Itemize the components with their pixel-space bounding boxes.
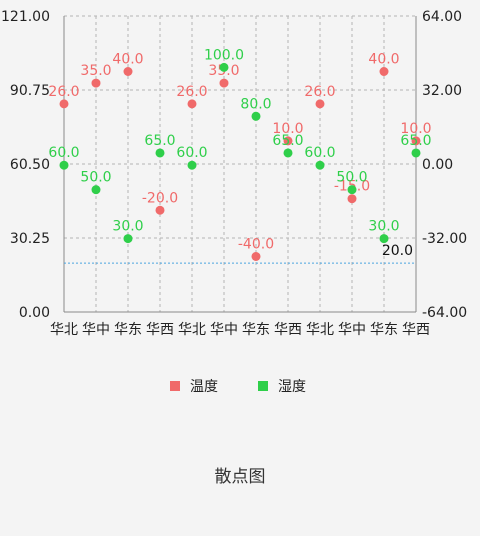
data-label: 30.0 bbox=[112, 219, 143, 235]
data-label: 26.0 bbox=[176, 84, 207, 100]
data-point bbox=[155, 148, 165, 158]
x-axis-tick-label: 华中 bbox=[82, 322, 110, 338]
data-label: 60.0 bbox=[176, 145, 207, 161]
data-point bbox=[59, 99, 69, 109]
data-label: -40.0 bbox=[238, 237, 274, 253]
data-label: 50.0 bbox=[336, 170, 367, 186]
data-point bbox=[411, 136, 421, 146]
data-point bbox=[59, 160, 69, 170]
limit-line-label: 20.0 bbox=[382, 243, 413, 259]
x-axis-tick-label: 华中 bbox=[210, 322, 238, 338]
data-label: 60.0 bbox=[48, 145, 79, 161]
data-label: 35.0 bbox=[80, 63, 111, 79]
data-label: 65.0 bbox=[400, 133, 431, 149]
data-point bbox=[91, 185, 101, 195]
x-axis-tick-label: 华中 bbox=[338, 322, 366, 338]
x-axis-tick-label: 华西 bbox=[146, 322, 174, 338]
left-axis-tick-label: 0.00 bbox=[19, 305, 50, 321]
data-point bbox=[315, 160, 325, 170]
data-point bbox=[251, 252, 261, 261]
data-point bbox=[187, 160, 197, 170]
data-point bbox=[379, 67, 389, 76]
data-point bbox=[347, 185, 357, 195]
data-point bbox=[315, 99, 325, 109]
data-label: 10.0 bbox=[272, 121, 303, 137]
data-point bbox=[123, 67, 133, 76]
legend-swatch bbox=[170, 381, 180, 391]
x-axis-tick-label: 华北 bbox=[306, 322, 334, 338]
right-axis-tick-label: -32.00 bbox=[422, 231, 467, 247]
right-axis-tick-label: 64.00 bbox=[422, 9, 462, 25]
x-axis-tick-label: 华西 bbox=[274, 322, 302, 338]
data-point bbox=[411, 148, 421, 158]
right-axis-tick-label: -64.00 bbox=[422, 305, 467, 321]
left-axis-tick-label: 60.50 bbox=[10, 157, 50, 173]
data-point bbox=[251, 111, 261, 121]
left-axis-tick-label: 30.25 bbox=[10, 231, 50, 247]
x-axis-tick-label: 华东 bbox=[242, 322, 270, 338]
data-point bbox=[379, 234, 389, 244]
data-label: 80.0 bbox=[240, 96, 271, 112]
left-axis-tick-label: 90.75 bbox=[10, 83, 50, 99]
data-label: 26.0 bbox=[304, 84, 335, 100]
x-axis-tick-label: 华北 bbox=[50, 322, 78, 338]
data-label: 30.0 bbox=[368, 219, 399, 235]
left-axis-tick-label: 121.00 bbox=[1, 9, 50, 25]
chart-caption: 散点图 bbox=[214, 467, 266, 487]
data-point bbox=[347, 194, 357, 204]
x-axis-tick-label: 华东 bbox=[114, 322, 142, 338]
data-label: 100.0 bbox=[204, 47, 244, 63]
data-label: 40.0 bbox=[112, 52, 143, 68]
legend-label: 温度 bbox=[190, 379, 218, 395]
x-axis-tick-label: 华东 bbox=[370, 322, 398, 338]
x-axis-tick-label: 华北 bbox=[178, 322, 206, 338]
data-label: 40.0 bbox=[368, 52, 399, 68]
data-label: 65.0 bbox=[144, 133, 175, 149]
data-label: 10.0 bbox=[400, 121, 431, 137]
data-point bbox=[283, 148, 293, 158]
data-point bbox=[187, 99, 197, 109]
data-point bbox=[219, 78, 229, 88]
legend-label: 湿度 bbox=[278, 379, 306, 395]
data-label: 65.0 bbox=[272, 133, 303, 149]
right-axis-tick-label: 0.00 bbox=[422, 157, 453, 173]
data-point bbox=[219, 62, 229, 72]
data-point bbox=[91, 78, 101, 88]
right-axis-tick-label: 32.00 bbox=[422, 83, 462, 99]
data-label: 50.0 bbox=[80, 170, 111, 186]
x-axis-tick-label: 华西 bbox=[402, 322, 430, 338]
data-label: -20.0 bbox=[142, 190, 178, 206]
data-point bbox=[283, 136, 293, 146]
data-point bbox=[155, 205, 165, 215]
data-label: 60.0 bbox=[304, 145, 335, 161]
legend-swatch bbox=[258, 381, 268, 391]
data-label: 26.0 bbox=[48, 84, 79, 100]
data-point bbox=[123, 234, 133, 244]
